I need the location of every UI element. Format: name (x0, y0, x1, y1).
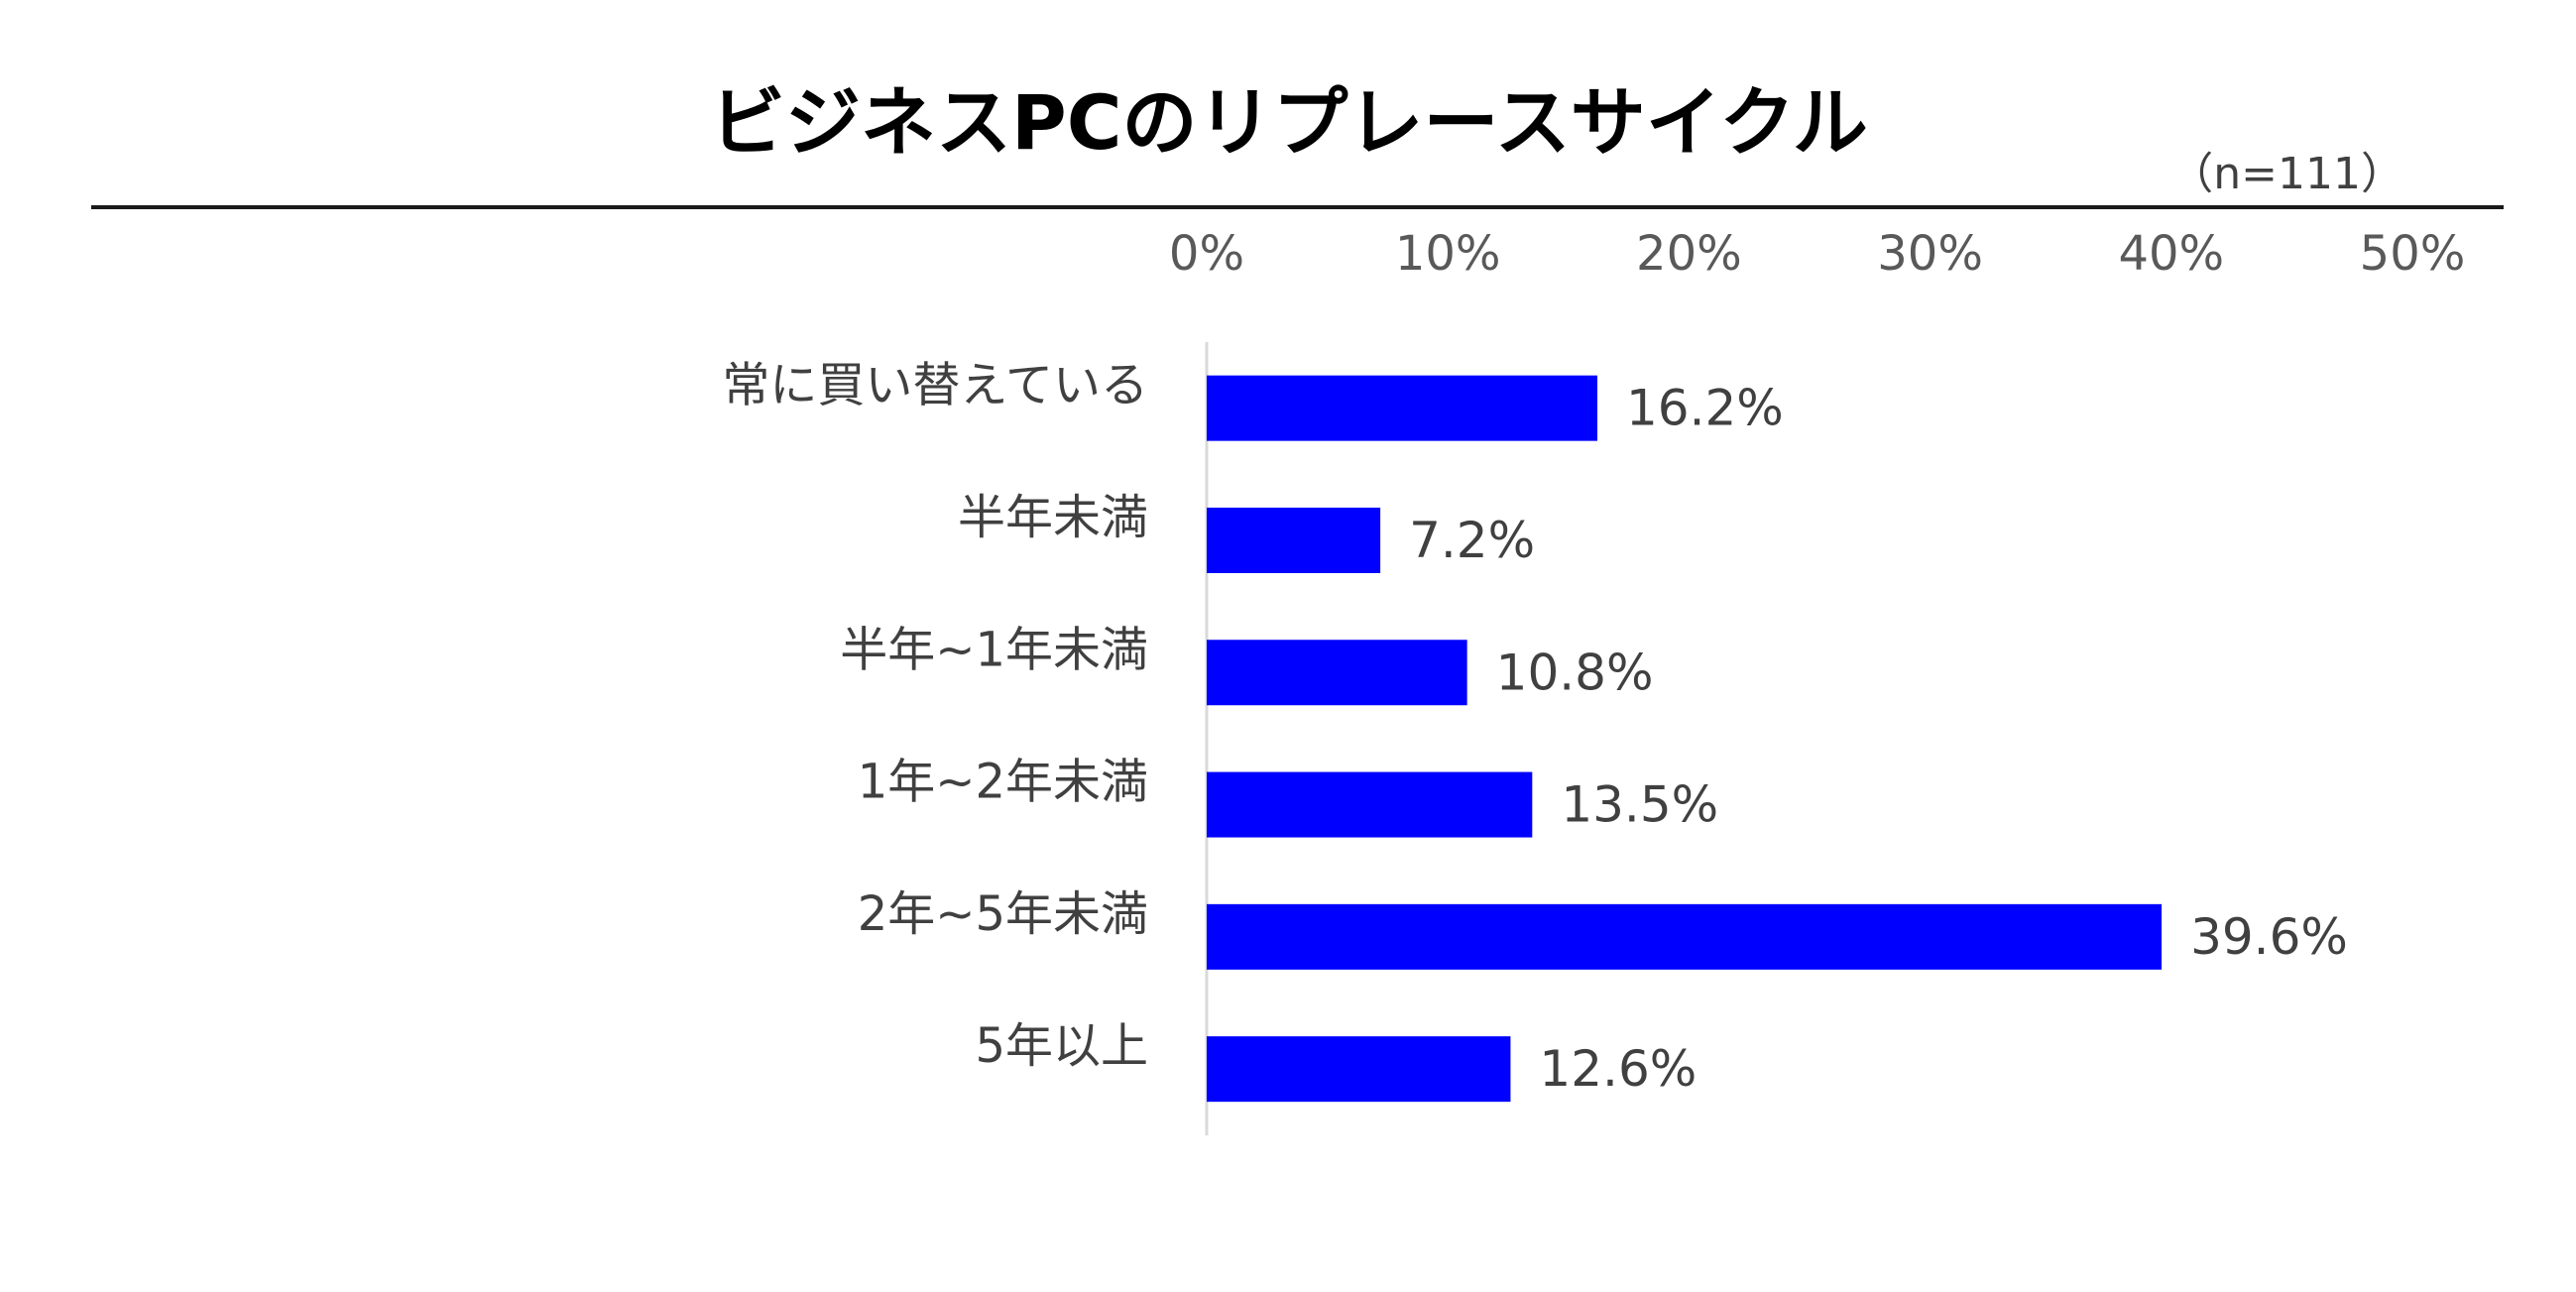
category-label: 2年~5年未満 (858, 886, 1148, 942)
category-label: 5年以上 (975, 1018, 1148, 1074)
category-label: 半年~1年未満 (840, 622, 1148, 677)
x-tick-label: 10% (1395, 226, 1501, 282)
value-labels: 16.2% 7.2% 10.8% 13.5% 39.6% 12.6% (1409, 380, 2348, 1099)
x-tick-label: 30% (1877, 226, 1983, 282)
value-label: 12.6% (1539, 1040, 1697, 1098)
category-label: 半年未満 (958, 490, 1148, 545)
bar (1207, 507, 1381, 573)
chart-title: ビジネスPCのリプレースサイクル (710, 78, 1868, 167)
value-label: 7.2% (1409, 512, 1535, 569)
category-label: 常に買い替えている (722, 358, 1148, 413)
x-tick-label: 40% (2118, 226, 2224, 282)
bar (1207, 1036, 1511, 1103)
bars (1207, 375, 2163, 1103)
x-tick-label: 20% (1636, 226, 1742, 282)
value-label: 13.5% (1561, 776, 1718, 834)
category-label: 1年~2年未満 (858, 755, 1148, 810)
bar (1207, 375, 1597, 441)
x-tick-label: 0% (1169, 226, 1244, 282)
value-label: 16.2% (1626, 380, 1784, 437)
bar (1207, 771, 1533, 838)
sample-size-note: （n=111） (2169, 149, 2404, 199)
bar (1207, 903, 2163, 970)
bar (1207, 640, 1467, 706)
x-axis-ticks: 0% 10% 20% 30% 40% 50% (1169, 226, 2465, 282)
value-label: 39.6% (2190, 908, 2348, 966)
value-label: 10.8% (1496, 644, 1654, 701)
x-tick-label: 50% (2360, 226, 2466, 282)
